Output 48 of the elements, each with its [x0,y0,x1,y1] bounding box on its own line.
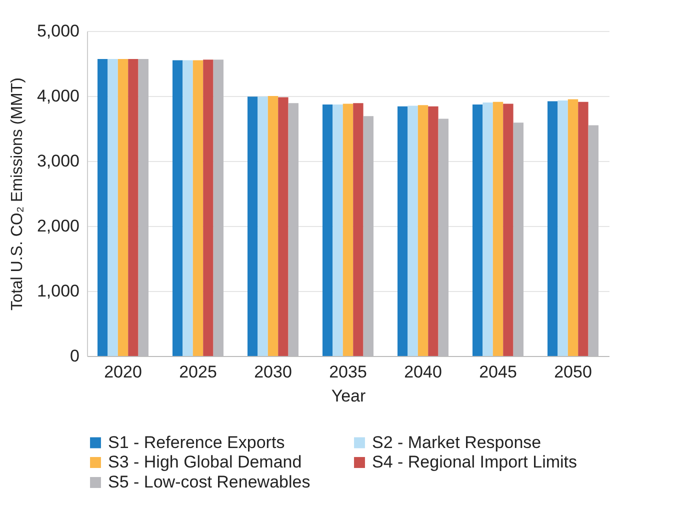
bar [492,102,504,356]
bar [578,102,588,356]
bar [548,101,558,356]
bar [248,96,258,356]
bar [118,58,128,356]
bar [192,60,204,356]
bar [322,104,333,356]
bar [182,60,193,356]
bar [128,58,138,356]
bar [353,103,364,356]
y-tick-label: 5,000 [36,22,80,40]
x-tick-label: 2035 [329,362,367,382]
bar [418,105,428,356]
legend-label: S2 - Market Response [372,432,542,452]
bar [203,60,214,356]
x-tick-label: 2050 [554,362,592,382]
bar [108,58,118,356]
bar [172,60,183,356]
y-tick-label: 2,000 [36,216,80,236]
legend-label: S3 - High Global Demand [108,452,302,472]
x-tick-label: 2045 [479,362,517,382]
bar [342,104,354,356]
bar [98,58,108,356]
bar [472,104,483,356]
x-tick-label: 2025 [179,362,217,382]
bar [332,104,343,356]
y-tick-label: 4,000 [36,86,80,106]
x-tick-label: 2040 [404,362,442,382]
bar [482,102,493,356]
x-tick-label: 2020 [104,362,142,382]
bar [558,100,568,356]
bar [568,99,578,356]
x-tick-label: 2030 [254,362,292,382]
bar [503,104,514,356]
y-tick-label: 3,000 [36,152,80,170]
y-axis-title: Total U.S. CO₂ Emissions (MMT) [8,78,26,310]
y-tick-label: 0 [70,346,80,366]
x-axis-title: Year [331,386,366,406]
bar [428,106,438,356]
legend-label: S5 - Low-cost Renewables [108,472,310,492]
bar [258,96,268,356]
legend-label: S1 - Reference Exports [108,432,285,452]
y-tick-label: 1,000 [36,282,80,300]
bar [398,106,408,356]
bar [268,96,278,356]
bar [278,97,288,356]
legend-label: S4 - Regional Import Limits [372,452,578,472]
bar [408,106,418,356]
